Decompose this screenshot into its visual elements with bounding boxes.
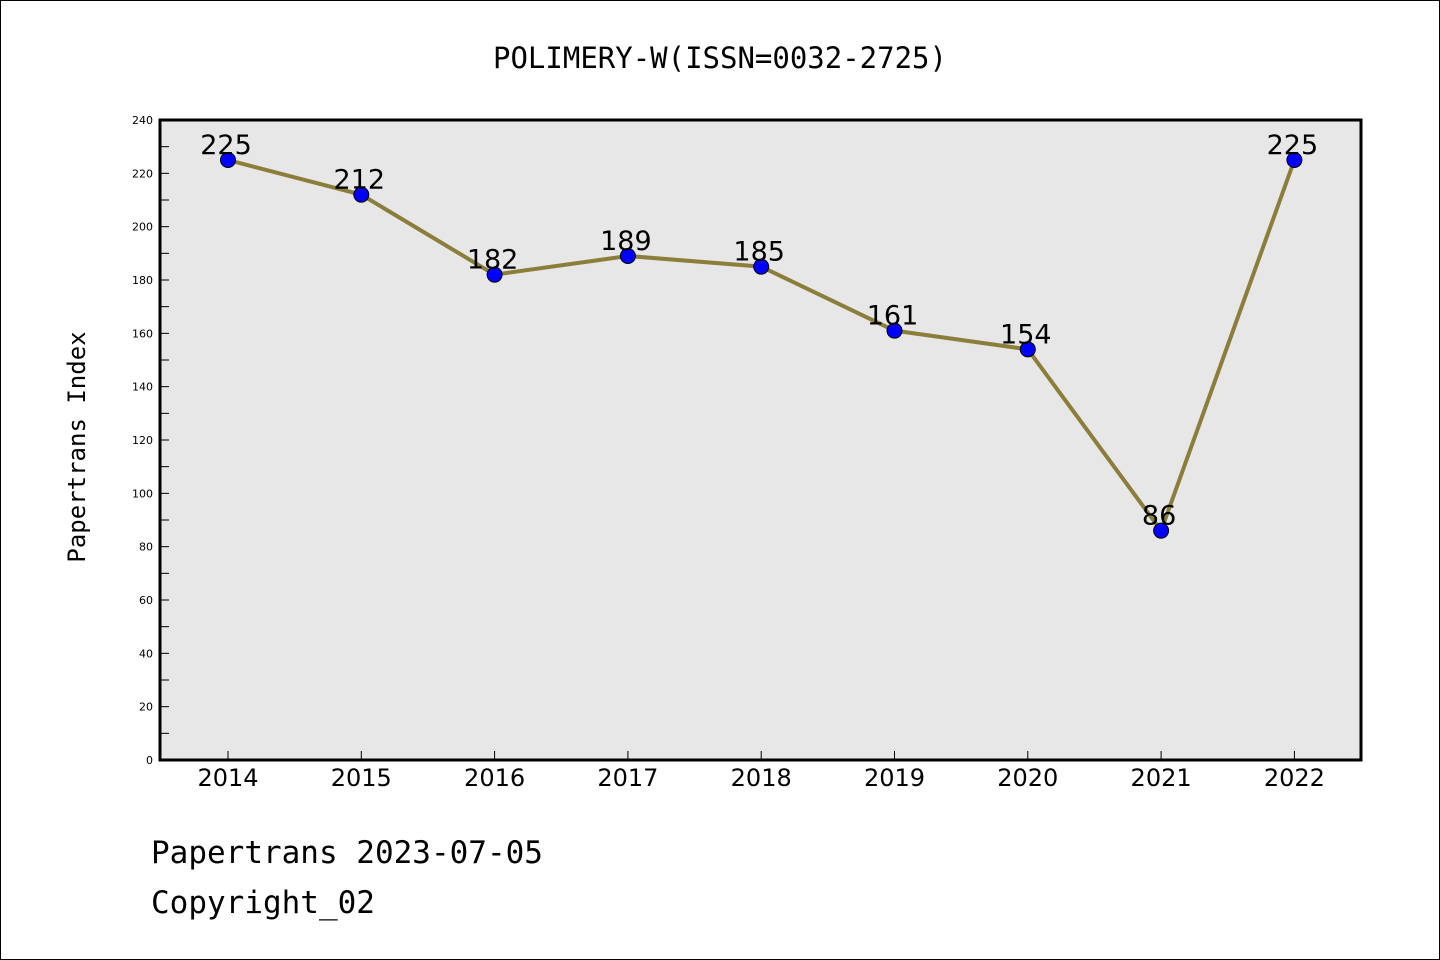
- y-tick-label: 60: [139, 594, 153, 607]
- x-axis-ticks: 2014 2015 2016 2017 2018 2019 2020 2021 2022: [197, 751, 1325, 792]
- data-label: 189: [600, 226, 652, 257]
- y-tick-label: 20: [139, 701, 153, 714]
- x-tick-label: 2014: [197, 764, 258, 792]
- data-label: 225: [200, 130, 252, 161]
- data-point: [486, 266, 503, 283]
- y-tick-label: 240: [132, 114, 153, 127]
- x-tick-label: 2017: [597, 764, 658, 792]
- data-label: 225: [1267, 130, 1319, 161]
- x-tick-label: 2016: [464, 764, 525, 792]
- data-label: 86: [1142, 501, 1176, 532]
- data-point: [353, 186, 370, 203]
- data-label: 182: [467, 245, 519, 276]
- y-tick-label: 80: [139, 541, 153, 554]
- data-label: 154: [1000, 319, 1052, 350]
- data-label: 161: [867, 301, 919, 332]
- data-point: [886, 322, 903, 339]
- data-point: [619, 248, 636, 264]
- x-tick-label: 2015: [331, 764, 392, 792]
- x-tick-label: 2020: [997, 764, 1058, 792]
- chart-title: POLIMERY-W(ISSN=0032-2725): [493, 41, 947, 75]
- data-point: [220, 152, 236, 168]
- footer-date-line: Papertrans 2023-07-05: [151, 835, 543, 871]
- y-tick-label: 0: [146, 754, 153, 767]
- data-labels-group: 225 212 182 189 185 161 154 86 225: [200, 130, 1318, 532]
- data-point: [1153, 522, 1170, 539]
- y-tick-label: 100: [132, 487, 153, 500]
- y-axis-label: Papertrans Index: [63, 331, 91, 562]
- data-point: [1019, 341, 1036, 358]
- y-tick-label: 140: [132, 381, 153, 394]
- y-tick-label: 180: [132, 274, 153, 287]
- x-tick-label: 2019: [864, 764, 925, 792]
- data-point: [753, 258, 770, 275]
- x-tick-label: 2021: [1131, 764, 1192, 792]
- plot-area: [160, 120, 1361, 760]
- plot-border: [158, 118, 1363, 762]
- footer-copyright: Copyright_02: [151, 885, 375, 921]
- y-tick-label: 200: [132, 221, 153, 234]
- data-label: 212: [334, 165, 386, 196]
- y-tick-label: 160: [132, 327, 153, 340]
- y-tick-label: 220: [132, 167, 153, 180]
- data-point: [1286, 152, 1303, 168]
- x-tick-label: 2018: [731, 764, 792, 792]
- x-tick-label: 2022: [1264, 764, 1325, 792]
- series-group: [220, 152, 1303, 539]
- y-tick-label: 120: [132, 434, 153, 447]
- data-label: 185: [733, 237, 785, 268]
- y-tick-label: 40: [139, 647, 153, 660]
